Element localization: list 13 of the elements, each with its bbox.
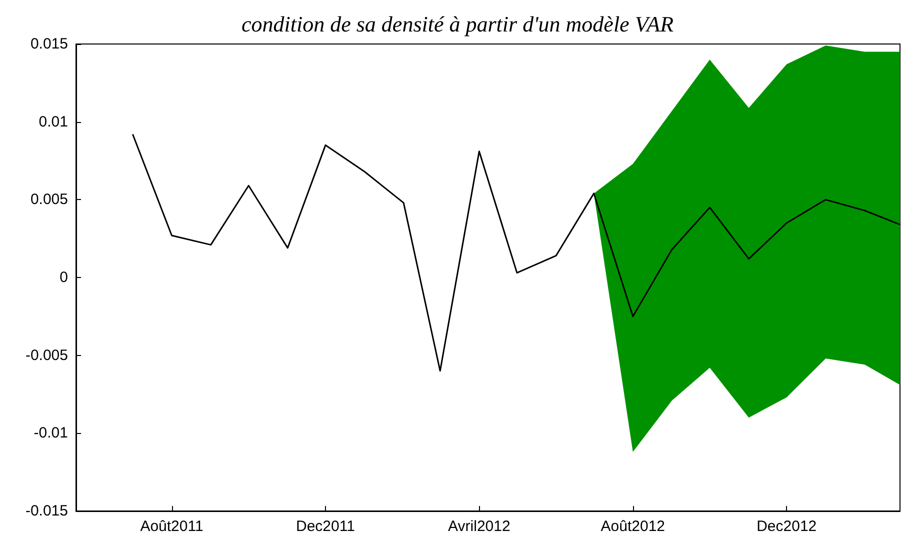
x-tick-label: Dec2012 — [756, 518, 817, 535]
y-tick-label: 0.015 — [30, 36, 68, 52]
x-tick-label: Août2011 — [140, 518, 204, 535]
y-tick-label: 0 — [60, 269, 68, 286]
y-tick-label: 0.01 — [38, 113, 68, 130]
chart-title: condition de sa densité à partir d'un modèle VAR — [241, 12, 674, 36]
x-tick-label: Août2012 — [600, 518, 666, 535]
y-tick-label: -0.005 — [25, 346, 68, 364]
x-tick-label: Avril2012 — [448, 518, 510, 535]
y-tick-label: -0.015 — [25, 502, 68, 520]
y-tick-label: -0.01 — [34, 424, 68, 442]
y-tick-label: 0.005 — [30, 191, 68, 208]
x-tick-label: Dec2011 — [296, 518, 355, 535]
